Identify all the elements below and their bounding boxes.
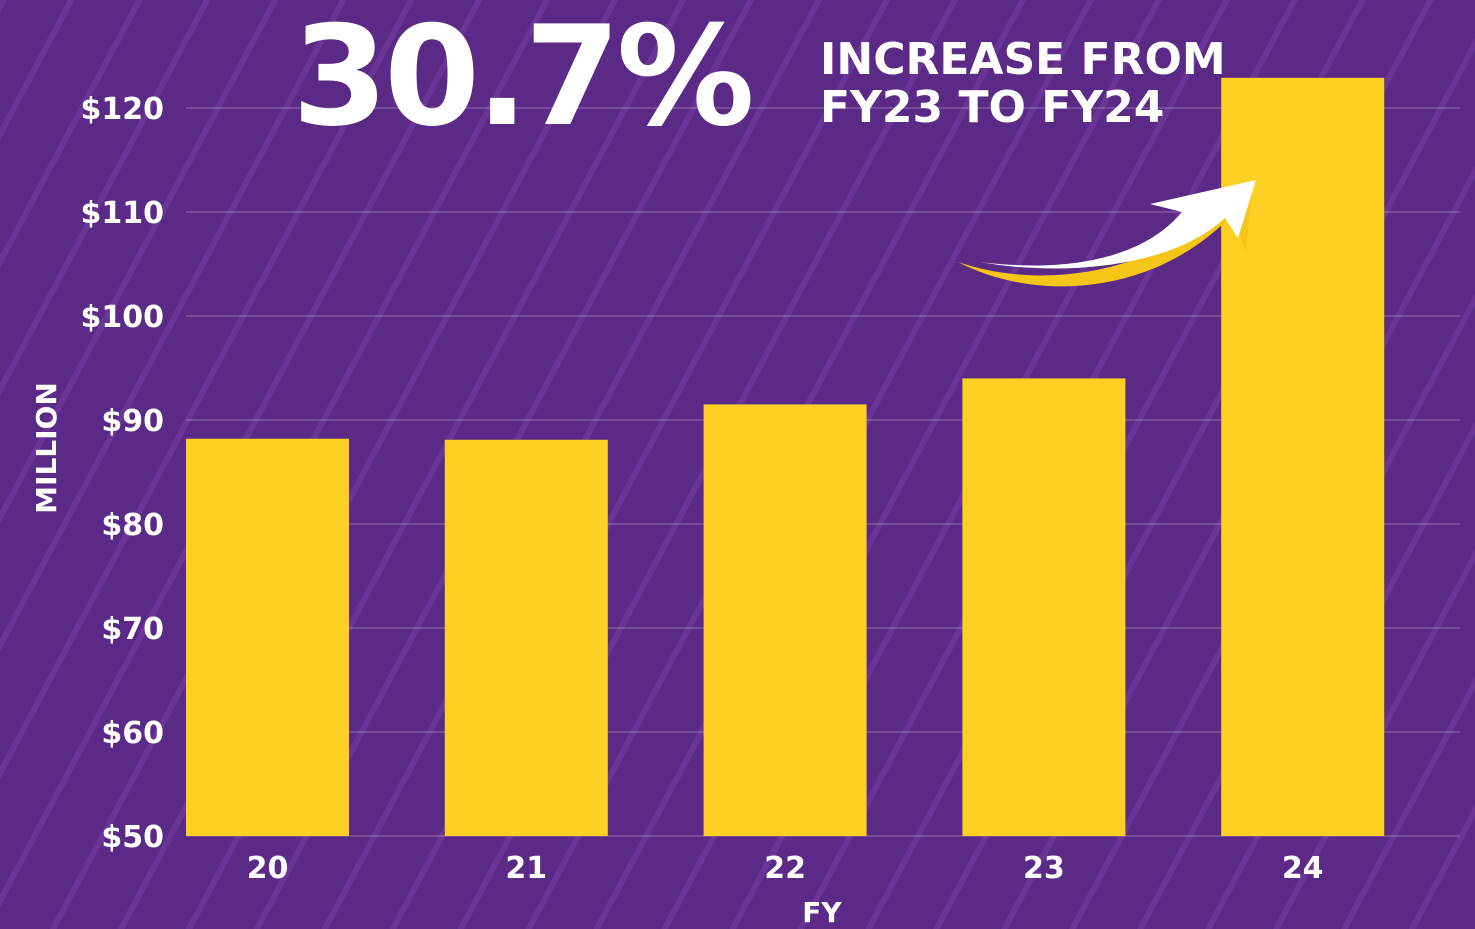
y-tick-label: $60 xyxy=(101,716,164,751)
headline-line-2: FY23 TO FY24 xyxy=(820,82,1165,134)
bar-fy21 xyxy=(444,439,608,836)
bar-fy22 xyxy=(703,404,867,836)
x-tick-label: 20 xyxy=(247,851,289,886)
bar-fy23 xyxy=(962,378,1126,836)
y-tick-label: $90 xyxy=(101,404,164,439)
y-tick-label: $80 xyxy=(101,508,164,543)
x-axis-ticks: 20 21 22 23 24 xyxy=(247,851,1324,886)
bar-fy20 xyxy=(186,438,349,836)
y-tick-label: $100 xyxy=(81,300,165,335)
headline-subtitle: INCREASE FROM FY23 TO FY24 xyxy=(820,34,1226,134)
y-tick-label: $110 xyxy=(81,196,165,231)
x-tick-label: 24 xyxy=(1282,851,1324,886)
x-tick-label: 22 xyxy=(764,851,806,886)
x-tick-label: 21 xyxy=(505,851,547,886)
headline-percent: 30.7% xyxy=(292,0,755,157)
y-axis-ticks: $50 $60 $70 $80 $90 $100 $110 $120 xyxy=(81,92,165,855)
y-tick-label: $120 xyxy=(81,92,165,127)
curved-arrow-icon xyxy=(958,180,1256,287)
y-tick-label: $50 xyxy=(101,820,164,855)
y-tick-label: $70 xyxy=(101,612,164,647)
x-axis-label: FY xyxy=(802,896,842,929)
x-tick-label: 23 xyxy=(1023,851,1065,886)
y-axis-label: MILLION xyxy=(30,382,63,514)
headline-line-1: INCREASE FROM xyxy=(820,34,1226,85)
